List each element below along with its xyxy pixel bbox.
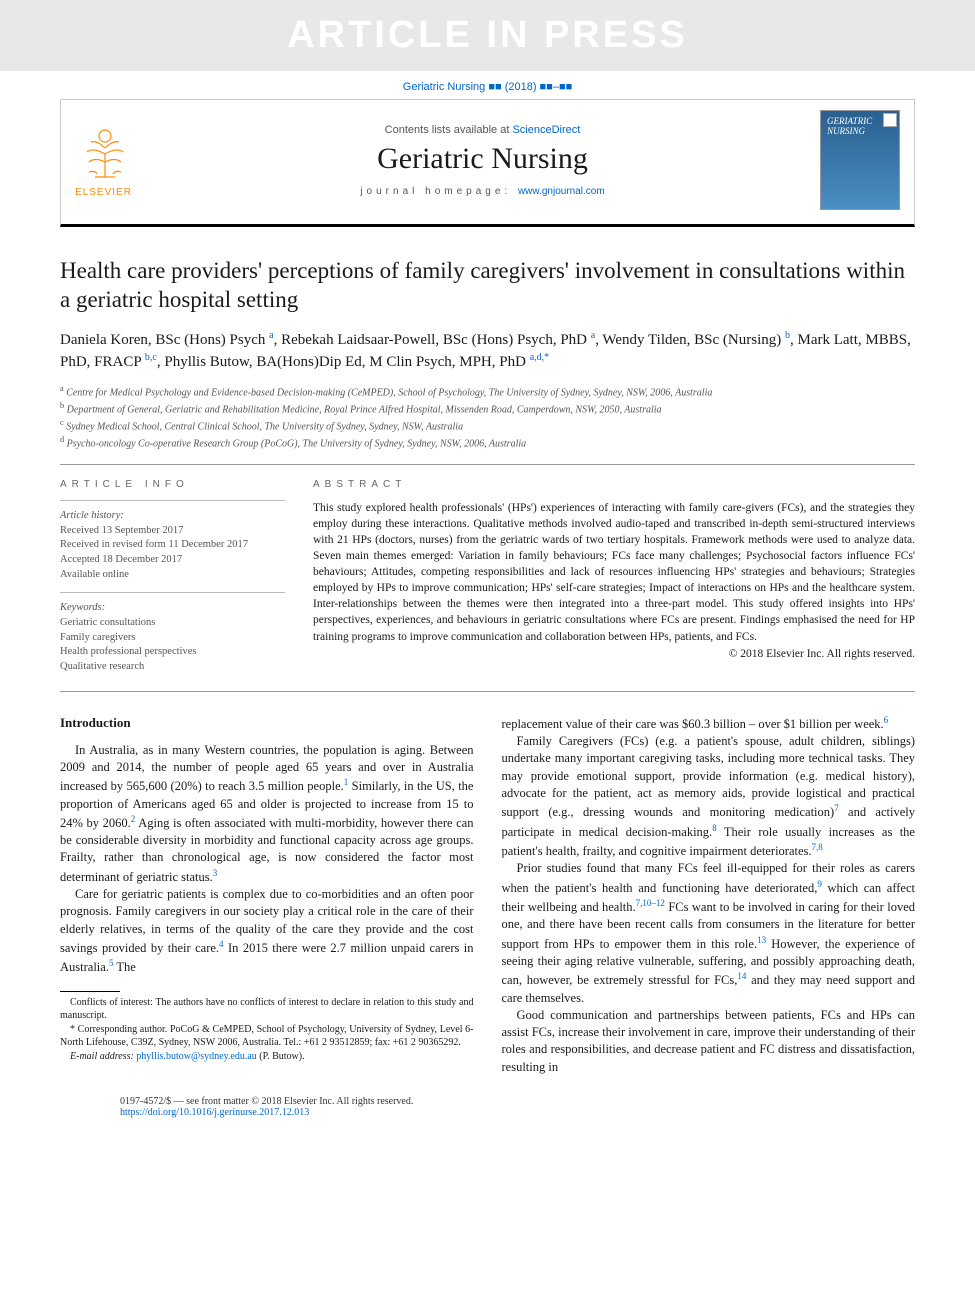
body-paragraph: Family Caregivers (FCs) (e.g. a patient'… [502, 733, 916, 860]
citation-line: Geriatric Nursing ■■ (2018) ■■–■■ [0, 71, 975, 99]
email-suffix: (P. Butow). [257, 1051, 305, 1062]
body-paragraph: replacement value of their care was $60.… [502, 714, 916, 733]
body-paragraph: In Australia, as in many Western countri… [60, 742, 474, 886]
footnote-rule [60, 991, 120, 992]
contents-prefix: Contents lists available at [385, 124, 513, 136]
introduction-heading: Introduction [60, 714, 474, 732]
email-link[interactable]: phyllis.butow@sydney.edu.au [136, 1051, 257, 1062]
front-matter-line: 0197-4572/$ — see front matter © 2018 El… [120, 1096, 855, 1107]
keywords-heading: Keywords: [60, 602, 105, 613]
conflicts-note: Conflicts of interest: The authors have … [60, 996, 474, 1023]
corresponding-author-note: * Corresponding author. PoCoG & CeMPED, … [60, 1023, 474, 1050]
article-in-press-watermark: ARTICLE IN PRESS [0, 0, 975, 71]
abstract-text: This study explored health professionals… [313, 500, 915, 645]
elsevier-wordmark: ELSEVIER [75, 187, 145, 198]
contents-available-line: Contents lists available at ScienceDirec… [159, 124, 806, 136]
copyright-line: © 2018 Elsevier Inc. All rights reserved… [313, 648, 915, 660]
author-list: Daniela Koren, BSc (Hons) Psych a, Rebek… [60, 329, 915, 373]
cover-badge-icon [883, 113, 897, 127]
abstract-label: ABSTRACT [313, 479, 915, 490]
journal-name: Geriatric Nursing [159, 142, 806, 176]
homepage-line: journal homepage: www.gnjournal.com [159, 186, 806, 197]
article-body: Introduction In Australia, as in many We… [60, 714, 915, 1076]
footnotes: Conflicts of interest: The authors have … [60, 996, 474, 1064]
email-label: E-mail address: [70, 1051, 136, 1062]
body-paragraph: Care for geriatric patients is complex d… [60, 886, 474, 977]
body-paragraph: Good communication and partnerships betw… [502, 1007, 916, 1076]
journal-masthead: ELSEVIER Contents lists available at Sci… [60, 99, 915, 227]
homepage-label: journal homepage: [360, 186, 518, 197]
homepage-link[interactable]: www.gnjournal.com [518, 186, 605, 197]
article-history: Article history: Received 13 September 2… [60, 500, 285, 582]
history-heading: Article history: [60, 510, 124, 521]
keywords-block: Keywords: Geriatric consultationsFamily … [60, 592, 285, 674]
article-info-label: ARTICLE INFO [60, 479, 285, 490]
elsevier-logo: ELSEVIER [75, 122, 145, 198]
body-paragraph: Prior studies found that many FCs feel i… [502, 860, 916, 1007]
article-title: Health care providers' perceptions of fa… [60, 257, 915, 315]
email-note: E-mail address: phyllis.butow@sydney.edu… [60, 1050, 474, 1064]
affiliations: a Centre for Medical Psychology and Evid… [60, 383, 915, 465]
page-footer: 0197-4572/$ — see front matter © 2018 El… [120, 1096, 855, 1118]
cover-title: GERIATRIC NURSING [827, 117, 881, 137]
doi-link[interactable]: https://doi.org/10.1016/j.gerinurse.2017… [120, 1107, 309, 1118]
journal-cover-thumbnail: GERIATRIC NURSING [820, 110, 900, 210]
sciencedirect-link[interactable]: ScienceDirect [512, 124, 580, 136]
